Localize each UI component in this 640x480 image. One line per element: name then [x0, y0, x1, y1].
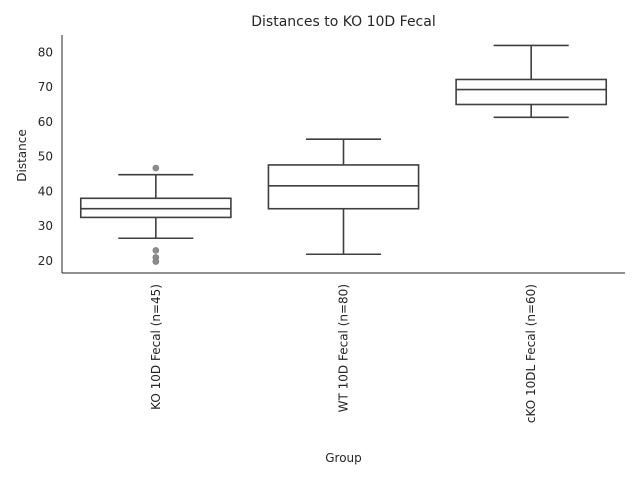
y-tick-label: 50	[38, 150, 53, 164]
iqr-box	[79, 197, 232, 219]
outlier-point	[152, 164, 160, 172]
box-group	[455, 44, 608, 119]
x-axis-label: Group	[325, 451, 362, 465]
box-group	[267, 138, 420, 256]
x-tick-label: cKO 10DL Fecal (n=60)	[524, 284, 538, 423]
y-tick-label: 40	[38, 184, 53, 198]
y-axis-label: Distance	[15, 129, 29, 181]
y-tick-label: 80	[38, 45, 53, 59]
x-axis: KO 10D Fecal (n=45) WT 10D Fecal (n=80) cK…	[62, 272, 625, 423]
y-axis: 20 30 40 50 60 70 80	[38, 35, 63, 273]
outlier-point	[152, 247, 160, 254]
iqr-box	[267, 164, 420, 210]
box-group	[79, 164, 232, 265]
chart-title: Distances to KO 10D Fecal	[251, 14, 435, 30]
plot-area	[79, 44, 608, 265]
x-tick-label: WT 10D Fecal (n=80)	[337, 284, 351, 412]
y-tick-label: 20	[38, 254, 53, 268]
y-tick-label: 60	[38, 115, 53, 129]
y-tick-label: 70	[38, 80, 53, 94]
x-tick-label: KO 10D Fecal (n=45)	[149, 284, 163, 410]
y-tick-label: 30	[38, 219, 53, 233]
iqr-box	[455, 78, 608, 106]
outlier-point	[152, 258, 160, 265]
